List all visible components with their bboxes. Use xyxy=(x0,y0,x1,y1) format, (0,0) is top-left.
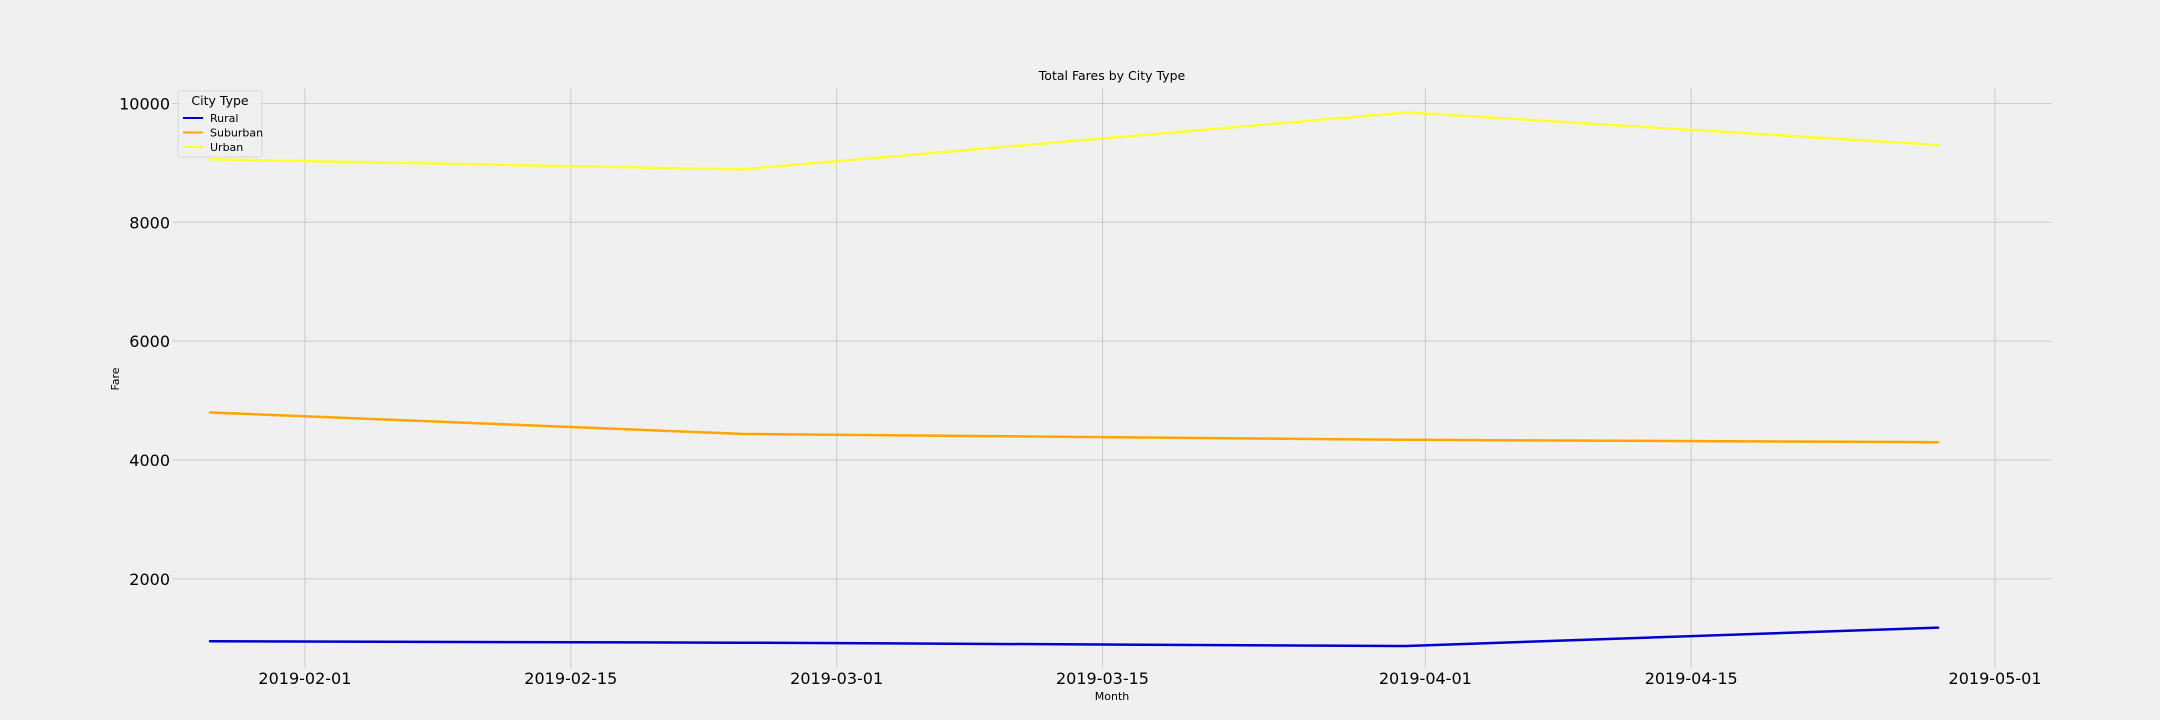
legend-label-urban: Urban xyxy=(210,141,243,154)
y-tick-label: 8000 xyxy=(129,213,170,232)
legend-label-suburban: Suburban xyxy=(210,127,263,140)
x-tick-label: 2019-02-01 xyxy=(258,669,351,688)
x-tick-labels: 2019-02-01 2019-02-15 2019-03-01 2019-03-15… xyxy=(258,669,2041,688)
y-axis-label: Fare xyxy=(109,367,122,390)
x-tick-label: 2019-04-01 xyxy=(1379,669,1472,688)
y-tick-label: 4000 xyxy=(129,451,170,470)
x-tick-label: 2019-03-15 xyxy=(1056,669,1149,688)
legend-box xyxy=(177,90,263,158)
legend-label-rural: Rural xyxy=(210,112,238,125)
y-tick-label: 10000 xyxy=(119,94,170,113)
series-line-suburban xyxy=(208,411,1940,444)
x-tick-label: 2019-05-01 xyxy=(1949,669,2042,688)
x-tick-label: 2019-03-01 xyxy=(790,669,883,688)
x-axis-label: Month xyxy=(1095,690,1130,703)
series-line-urban xyxy=(208,111,1940,171)
y-tick-labels: 2000 4000 6000 8000 10000 xyxy=(119,94,170,588)
series-lines xyxy=(208,111,1940,648)
series-line-rural xyxy=(208,626,1940,648)
chart-title: Total Fares by City Type xyxy=(1038,68,1186,83)
y-tick-label: 2000 xyxy=(129,570,170,589)
grid xyxy=(172,88,2052,668)
x-tick-label: 2019-02-15 xyxy=(524,669,617,688)
x-tick-label: 2019-04-15 xyxy=(1645,669,1738,688)
legend-title: City Type xyxy=(191,93,248,108)
y-tick-label: 6000 xyxy=(129,332,170,351)
